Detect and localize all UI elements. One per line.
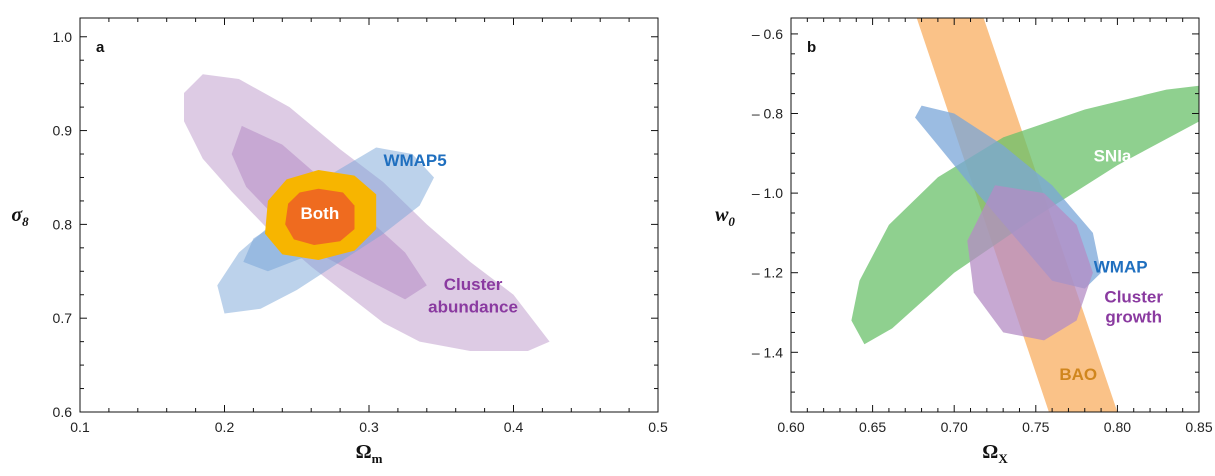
panel-a-x-tick-label: 0.1 — [70, 419, 90, 435]
panel-b-x-ticks: 0.60 0.65 0.70 0.75 0.80 0.85 — [777, 18, 1213, 435]
panel-a-x-tick-label: 0.2 — [215, 419, 235, 435]
panel-a-label-both: Both — [301, 204, 340, 223]
panel-a-y-ticks: 0.6 0.7 0.8 0.9 1.0 — [53, 29, 658, 420]
panel-a-x-ticks: 0.1 0.2 0.3 0.4 0.5 — [70, 18, 668, 435]
panel-a-label-wmap5: WMAP5 — [383, 151, 446, 170]
panel-b-y-tick-label: – 1.0 — [752, 185, 783, 201]
panel-b-y-axis-label: w0 — [715, 204, 735, 229]
panel-a-x-axis-label: Ωm — [356, 441, 383, 466]
panel-b-label-cluster1: Cluster — [1104, 288, 1163, 307]
panel-b-y-tick-label: – 0.6 — [752, 26, 783, 42]
panel-b-frame — [790, 17, 1200, 413]
panel-b-y-tick-label: – 1.4 — [752, 344, 783, 360]
panel-b-y-tick-label: – 0.8 — [752, 106, 783, 122]
panel-a-y-tick-label: 1.0 — [53, 29, 73, 45]
panel-a-x-tick-label: 0.5 — [648, 419, 668, 435]
panel-b-x-tick-label: 0.70 — [941, 419, 968, 435]
panel-a-label-cluster2: abundance — [428, 298, 518, 317]
panel-b-label-cluster2: growth — [1105, 307, 1162, 326]
panel-a: 0.1 0.2 0.3 0.4 0.5 0.6 0.7 0.8 0.9 1.0 WMAP5 Bot… — [11, 17, 668, 466]
panel-b-letter: b — [807, 39, 816, 56]
panel-a-letter: a — [96, 39, 105, 56]
panel-b-regions — [851, 18, 1199, 412]
panel-b-y-tick-label: – 1.2 — [752, 265, 783, 281]
panel-a-y-tick-label: 0.8 — [53, 216, 73, 232]
panel-a-y-axis-label: σ8 — [11, 204, 29, 229]
panel-b-x-tick-label: 0.60 — [777, 419, 804, 435]
panel-b-label-bao: BAO — [1059, 365, 1097, 384]
panel-b-x-tick-label: 0.65 — [859, 419, 886, 435]
panel-b-label-wmap: WMAP — [1094, 258, 1148, 277]
panel-a-regions — [184, 74, 550, 352]
panel-a-y-tick-label: 0.7 — [53, 310, 73, 326]
panel-b-x-tick-label: 0.75 — [1022, 419, 1049, 435]
panel-a-region-both-inner — [285, 188, 355, 245]
panel-a-y-tick-label: 0.6 — [53, 404, 73, 420]
panel-b-x-tick-label: 0.85 — [1185, 419, 1212, 435]
panel-b-y-ticks: – 1.4 – 1.2 – 1.0 – 0.8 – 0.6 — [752, 26, 1199, 413]
panel-b: 0.60 0.65 0.70 0.75 0.80 0.85 – 1.4 – 1.2 – 1.0… — [715, 17, 1213, 466]
panel-a-label-cluster1: Cluster — [444, 275, 503, 294]
panel-b-x-tick-label: 0.80 — [1104, 419, 1131, 435]
panel-b-x-axis-label: ΩX — [982, 441, 1008, 466]
panel-a-x-tick-label: 0.4 — [504, 419, 524, 435]
panel-a-region-labels: WMAP5 Both Cluster abundance — [301, 151, 518, 316]
panel-a-x-tick-label: 0.3 — [359, 419, 379, 435]
panel-a-y-tick-label: 0.9 — [53, 123, 73, 139]
panel-b-label-sn: SNIa — [1094, 146, 1132, 165]
panel-b-region-cluster — [967, 185, 1093, 341]
